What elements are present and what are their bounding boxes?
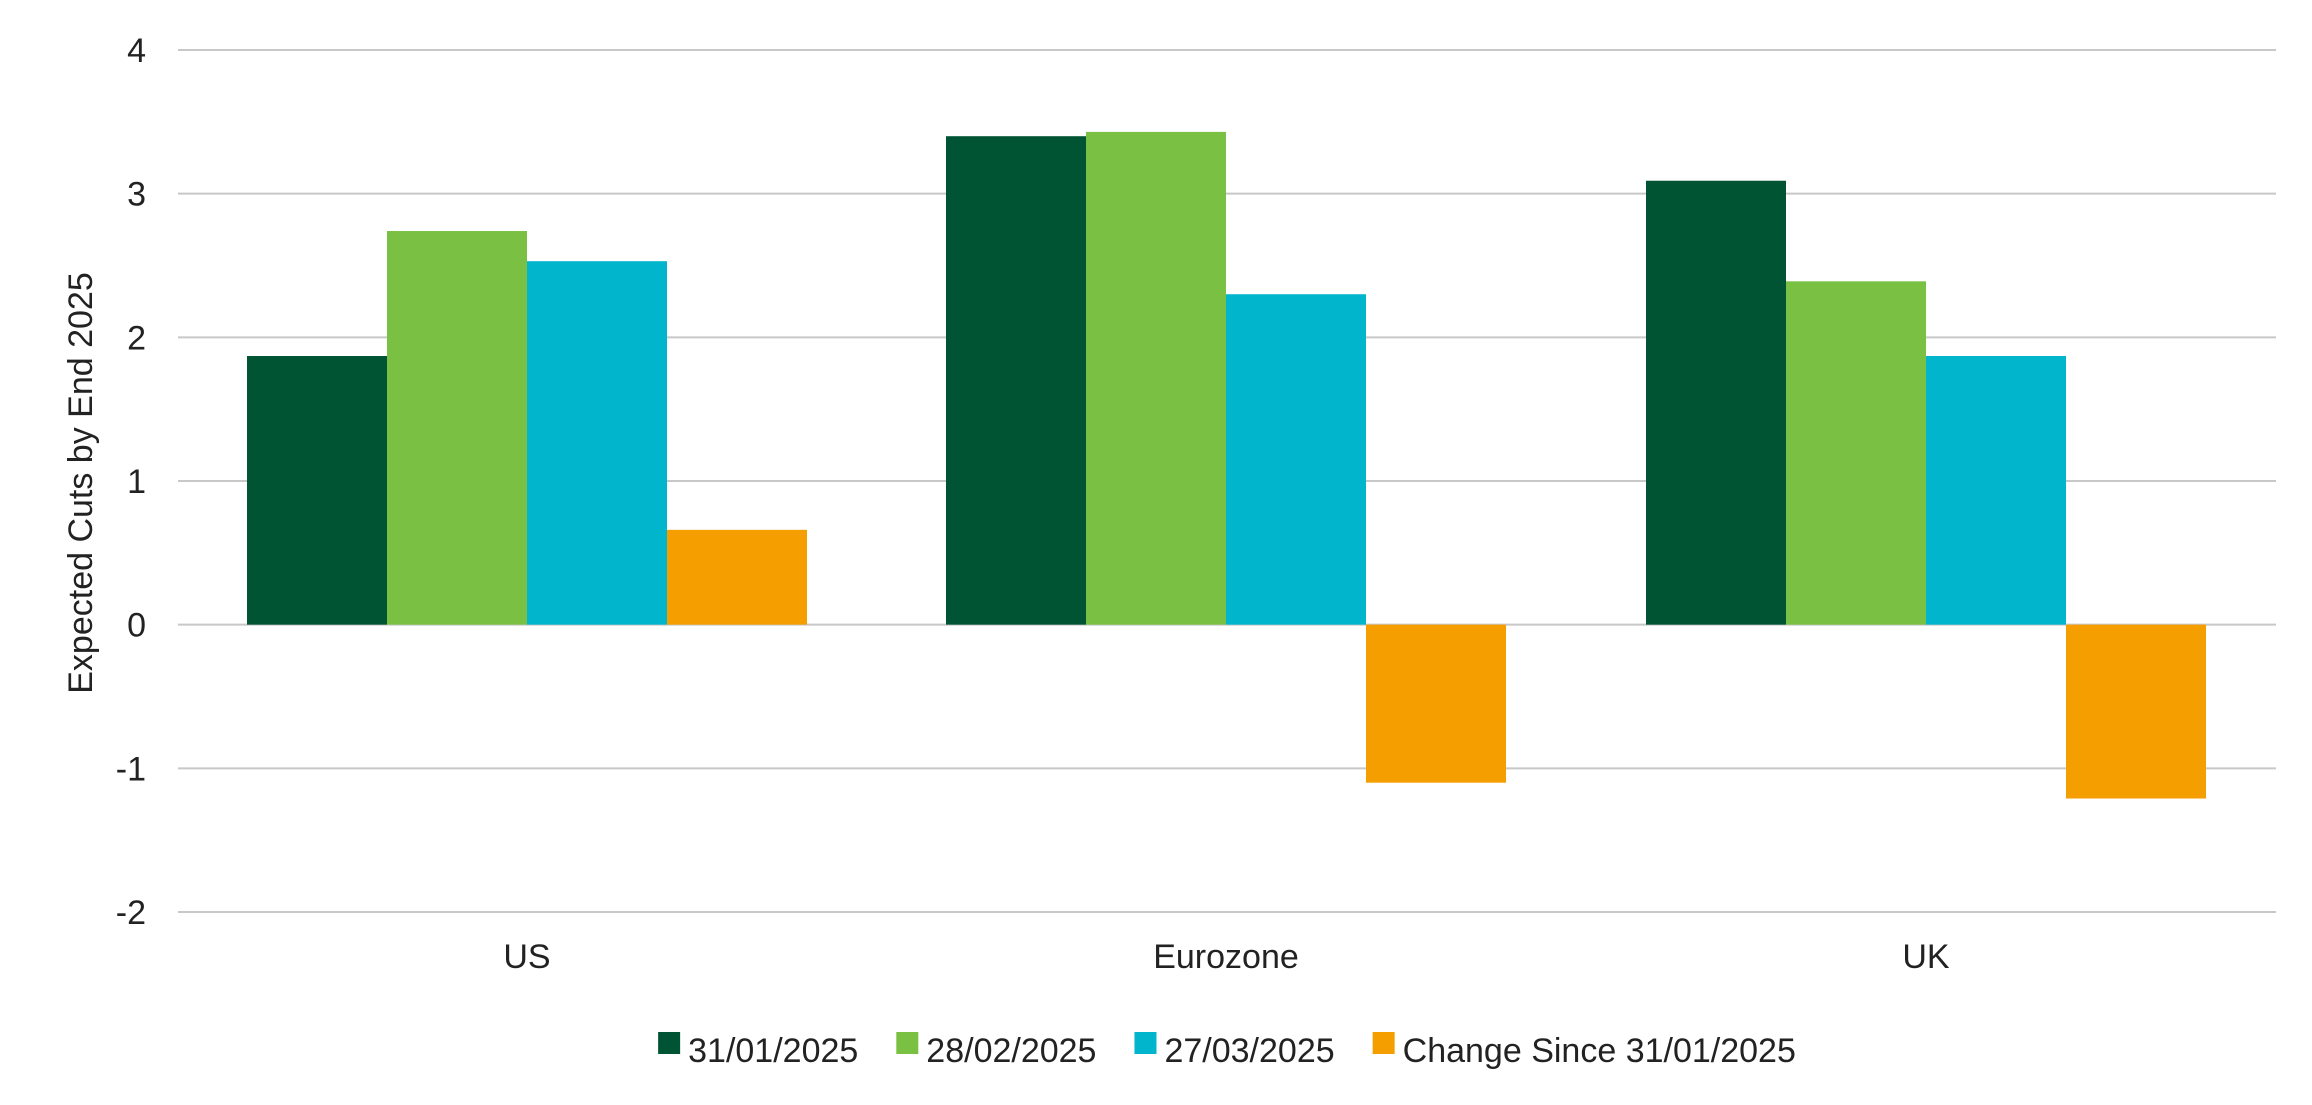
legend-item: 31/01/2025 <box>658 1032 858 1070</box>
x-category-label: US <box>503 938 550 976</box>
legend-item: 27/03/2025 <box>1134 1032 1335 1070</box>
x-category-label: UK <box>1902 938 1950 976</box>
legend: 31/01/2025 28/02/2025 27/03/2025 Change Sin… <box>658 1032 1796 1070</box>
legend-swatch <box>658 1032 681 1054</box>
y-axis-ticks: 4 3 2 1 0 -1 -2 <box>116 32 146 932</box>
bar-us-series-3 <box>527 261 667 625</box>
legend-item: Change Since 31/01/2025 <box>1372 1032 1796 1070</box>
x-axis-categories: US Eurozone UK <box>503 938 1950 976</box>
y-tick-label: 1 <box>127 463 146 501</box>
legend-label: Change Since 31/01/2025 <box>1403 1032 1796 1070</box>
legend-label: 28/02/2025 <box>926 1032 1096 1070</box>
bar-eurozone-series-3 <box>1226 294 1366 625</box>
legend-swatch <box>1134 1032 1157 1054</box>
x-category-label: Eurozone <box>1153 938 1299 976</box>
bar-eurozone-series-2 <box>1086 131 1226 625</box>
bar-us-series-4 <box>667 529 807 625</box>
legend-label: 27/03/2025 <box>1164 1032 1334 1070</box>
y-tick-label: 4 <box>127 32 146 70</box>
y-tick-label: 2 <box>127 319 146 357</box>
bar-uk-series-1 <box>1646 180 1786 625</box>
bar-eurozone-series-1 <box>946 136 1086 625</box>
bar-uk-series-2 <box>1786 281 1926 625</box>
y-tick-label: -1 <box>116 750 146 788</box>
bar-uk-series-3 <box>1926 356 2066 625</box>
y-tick-label: 0 <box>127 607 146 645</box>
bar-uk-series-4 <box>2066 624 2206 799</box>
bars <box>247 131 2206 799</box>
legend-swatch <box>1372 1032 1395 1054</box>
legend-item: 28/02/2025 <box>896 1032 1096 1070</box>
bar-us-series-1 <box>247 356 387 625</box>
y-tick-label: -2 <box>116 894 146 932</box>
bar-eurozone-series-4 <box>1366 624 1506 783</box>
legend-label: 31/01/2025 <box>688 1032 858 1070</box>
y-axis-title: Expected Cuts by End 2025 <box>62 272 100 694</box>
legend-swatch <box>896 1032 919 1054</box>
bar-us-series-2 <box>387 231 527 625</box>
y-tick-label: 3 <box>127 176 146 214</box>
